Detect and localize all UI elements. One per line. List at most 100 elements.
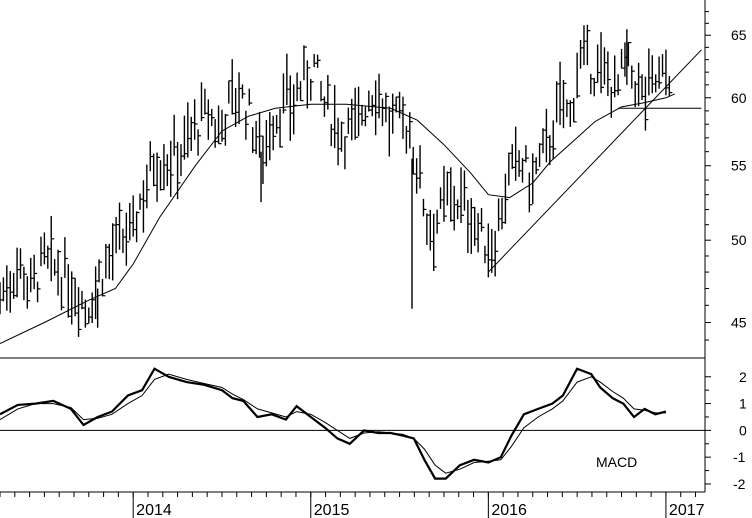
ohlc-bar [180, 144, 184, 177]
ohlc-bar [518, 150, 523, 177]
ohlc-bar [81, 290, 85, 310]
ohlc-bar [661, 54, 666, 77]
ohlc-bar [388, 106, 393, 157]
price-tick-label: 60 [731, 90, 747, 106]
ohlc-bar [248, 88, 253, 106]
ohlc-bar [77, 287, 82, 337]
ohlc-bar [111, 223, 116, 281]
ohlc-bar [204, 88, 208, 115]
ohlc-bar [16, 247, 21, 298]
ohlc-bar [532, 153, 536, 205]
ohlc-bar [299, 80, 304, 102]
ohlc-bar [316, 54, 321, 68]
ohlc-bar [552, 120, 557, 160]
moving-average-line [0, 93, 676, 345]
ohlc-bar [330, 123, 335, 147]
ohlc-bar [627, 41, 632, 67]
ohlc-bar [149, 141, 154, 172]
ohlc-bar [292, 84, 297, 135]
ohlc-bar [593, 78, 598, 97]
ohlc-bar [497, 198, 502, 232]
ohlc-bar [409, 112, 413, 149]
ohlc-bar [159, 160, 164, 191]
ohlc-bar [57, 249, 62, 296]
ohlc-bar [340, 121, 345, 152]
macd-tick-label: 0 [739, 422, 747, 438]
ohlc-bar [310, 79, 314, 101]
ohlc-bar [470, 198, 475, 254]
ohlc-bar [559, 61, 564, 125]
ohlc-bar [542, 128, 546, 154]
ohlc-bar [596, 44, 601, 83]
year-label: 2015 [314, 502, 350, 518]
ohlc-bar [439, 187, 444, 209]
ohlc-bar [456, 199, 461, 220]
price-tick-label: 65 [731, 27, 747, 43]
ohlc-bar [538, 143, 543, 167]
ohlc-bar [607, 51, 611, 97]
price-tick-label: 45 [731, 314, 747, 330]
ohlc-bar [648, 48, 652, 96]
macd-y-axis: -2 -1 0 1 2 [705, 369, 747, 492]
ohlc-bar [228, 80, 232, 104]
ohlc-bar [94, 266, 99, 320]
year-label: 2017 [669, 502, 705, 518]
ohlc-bar [521, 158, 526, 183]
ohlc-bar [419, 145, 424, 189]
ohlc-bar [323, 96, 328, 117]
ohlc-bar [477, 213, 482, 253]
uptrend-line [487, 49, 702, 273]
ohlc-bar [473, 206, 478, 246]
ohlc-bar [224, 113, 229, 146]
macd-panel [0, 367, 705, 480]
ohlc-bar [453, 185, 458, 231]
ohlc-bar [118, 202, 123, 250]
ohlc-bar [245, 110, 249, 140]
ohlc-bar [60, 276, 65, 311]
ohlc-bar [651, 55, 656, 94]
ohlc-bar [402, 96, 406, 139]
ohlc-bar [415, 158, 420, 194]
ohlc-bar [166, 154, 171, 187]
ohlc-bar [443, 165, 447, 222]
ohlc-bar [535, 157, 540, 175]
ohlc-bar [617, 74, 622, 96]
ohlc-bar [231, 59, 236, 115]
ohlc-bar [289, 75, 294, 141]
ohlc-bar [368, 90, 372, 112]
ohlc-bar [9, 271, 14, 313]
price-y-axis: 45 50 55 60 65 [705, 11, 747, 341]
ohlc-bar [583, 25, 587, 66]
ohlc-bar [156, 152, 161, 202]
x-axis: 2014 2015 2016 2017 [0, 492, 705, 518]
ohlc-bar [436, 209, 441, 234]
macd-tick-label: 1 [739, 396, 747, 412]
ohlc-bar [105, 243, 109, 279]
ohlc-bar [620, 48, 625, 69]
ohlc-bar [135, 211, 140, 243]
ohlc-bar [665, 49, 669, 96]
ohlc-bar [23, 266, 27, 301]
ohlc-bar [463, 170, 468, 211]
ohlc-bar [395, 96, 400, 113]
ohlc-bar [614, 55, 618, 98]
ohlc-bar [603, 47, 608, 85]
ohlc-bar [173, 114, 178, 156]
ohlc-bar [354, 87, 359, 140]
ohlc-bar [47, 245, 51, 269]
price-tick-label: 55 [731, 158, 747, 174]
ohlc-bar [139, 193, 144, 210]
ohlc-bar [26, 276, 31, 309]
ohlc-bar [525, 145, 529, 163]
ohlc-bar [378, 73, 383, 119]
ohlc-bar [501, 197, 506, 230]
ohlc-bar [2, 277, 7, 302]
ohlc-bar [337, 117, 342, 166]
ohlc-bar [562, 79, 567, 129]
ohlc-bar [255, 120, 260, 155]
ohlc-bar [214, 119, 219, 148]
ohlc-bar [590, 73, 594, 95]
ohlc-bar [217, 105, 222, 145]
macd-label: MACD [596, 454, 637, 470]
ohlc-bar [450, 167, 454, 222]
